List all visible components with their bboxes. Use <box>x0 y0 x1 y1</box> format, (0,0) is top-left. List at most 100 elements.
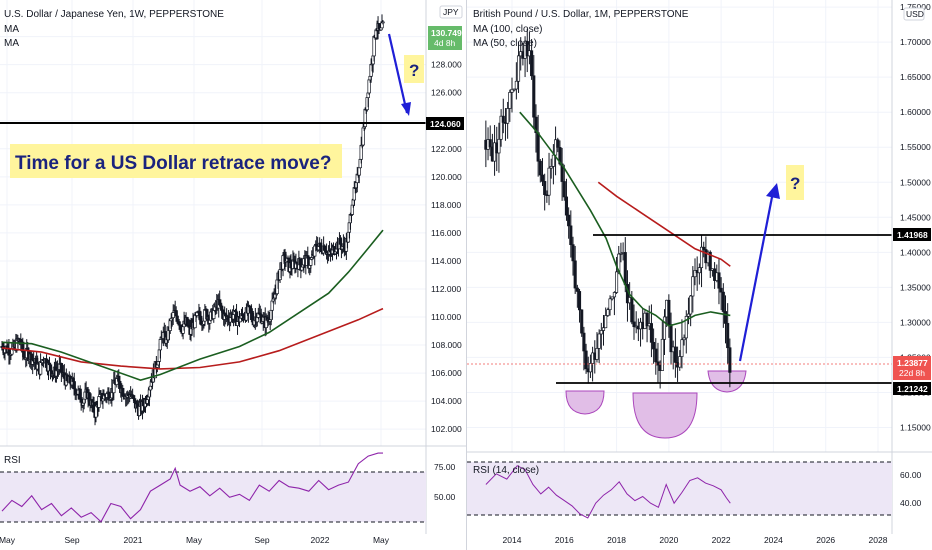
right-candle-body <box>693 270 697 278</box>
right-candle-body <box>673 346 677 363</box>
right-x-tick: 2022 <box>712 535 731 545</box>
right-rsi-tick-60: 60.00 <box>900 470 922 480</box>
right-candle-body <box>689 295 693 315</box>
left-y-tick: 110.000 <box>431 312 461 322</box>
left-chart-title[interactable]: U.S. Dollar / Japanese Yen, 1W, PEPPERST… <box>4 9 224 20</box>
right-candle-body <box>582 332 586 352</box>
right-candle-body <box>660 338 664 371</box>
right-candle-body <box>608 298 612 311</box>
left-candle-body <box>298 258 302 266</box>
left-candle-body <box>158 339 162 351</box>
right-candle-body <box>686 313 691 317</box>
right-candles <box>484 28 732 389</box>
right-candle-body <box>558 147 562 165</box>
right-candle-body <box>667 299 671 325</box>
right-candle-body <box>702 246 706 250</box>
right-candle-body <box>506 108 510 124</box>
right-rsi-band <box>467 462 892 515</box>
right-candle-body <box>615 271 619 293</box>
left-candle-body <box>171 312 175 318</box>
right-candle-body <box>547 167 551 196</box>
left-ma-label-1[interactable]: MA <box>4 24 19 35</box>
right-currency-label: USD <box>906 9 924 19</box>
left-price-pane[interactable] <box>0 0 426 446</box>
right-upper-level-badge <box>893 228 931 241</box>
right-candle-body <box>606 309 610 316</box>
right-up-arrow <box>738 191 775 362</box>
right-price-countdown: 22d 8h <box>899 368 925 378</box>
left-price-value: 130.749 <box>431 28 462 38</box>
left-moving-averages <box>1 229 384 381</box>
right-lower-level-badge <box>893 382 931 395</box>
right-candle-body <box>530 50 534 77</box>
right-candle-body <box>532 75 536 118</box>
right-question-mark: ? <box>790 174 800 193</box>
right-x-tick: 2018 <box>607 535 626 545</box>
right-x-tick: 2028 <box>869 535 888 545</box>
right-panel[interactable]: ? British Pound / U.S. Dollar, 1M, PEPPE… <box>467 0 892 452</box>
right-candle-body <box>564 196 569 216</box>
right-candle-body <box>584 350 588 370</box>
right-candle-body <box>691 276 695 297</box>
right-candle-body <box>499 115 503 140</box>
right-currency-box[interactable] <box>903 7 925 21</box>
right-moving-averages <box>519 111 731 327</box>
right-price-pane[interactable] <box>467 0 892 452</box>
right-candle-body <box>697 267 701 274</box>
left-y-tick: 128.000 <box>431 60 462 70</box>
right-candle-body <box>510 88 514 93</box>
right-ma-label-2[interactable]: MA (50, close) <box>473 38 537 49</box>
left-axis-background[interactable] <box>426 0 466 534</box>
right-candle-body <box>656 361 660 366</box>
right-candle-body <box>508 92 512 109</box>
left-question-highlight <box>404 55 424 83</box>
left-rsi-tick-75: 75.00 <box>434 462 456 472</box>
right-candle-body <box>567 214 571 227</box>
left-panel[interactable]: Time for a US Dollar retrace move? ? U.S… <box>0 0 426 446</box>
right-candle-body <box>680 339 684 357</box>
left-candle-body <box>300 266 304 271</box>
left-y-tick: 102.000 <box>431 424 462 434</box>
right-x-tick-labels: 2014 2016 2018 2020 2022 2024 2026 2028 <box>503 535 888 545</box>
right-candle-body <box>652 341 656 350</box>
right-y-tick: 1.75000 <box>900 2 931 12</box>
right-candle-body <box>512 88 516 91</box>
left-ma-label-2[interactable]: MA <box>4 38 19 49</box>
right-candle-body <box>536 132 540 162</box>
right-price-axis[interactable]: 1.150001.200001.250001.300001.350001.400… <box>891 0 931 534</box>
left-y-tick: 122.000 <box>431 144 462 154</box>
left-down-arrow <box>387 33 409 114</box>
right-rsi-label[interactable]: RSI (14, close) <box>473 465 539 476</box>
left-price-axis[interactable]: 102.000 104.000 106.000 108.000 110.000 112.0… <box>425 0 466 534</box>
right-y-tick: 1.50000 <box>900 177 931 187</box>
right-x-tick: 2014 <box>503 535 522 545</box>
right-ma-line <box>519 111 731 327</box>
right-upper-level-value: 1.41968 <box>897 230 928 240</box>
right-lower-level-value: 1.21242 <box>897 384 928 394</box>
right-y-tick: 1.65000 <box>900 72 931 82</box>
right-candle-body <box>534 116 538 134</box>
right-rsi-pane[interactable]: RSI (14, close) 60.00 40.00 <box>467 451 932 519</box>
right-candle-body <box>601 327 606 331</box>
right-ma-label-1[interactable]: MA (100, close) <box>473 24 542 35</box>
right-y-tick: 1.15000 <box>900 422 931 432</box>
left-rsi-label[interactable]: RSI <box>4 455 21 466</box>
right-chart-title[interactable]: British Pound / U.S. Dollar, 1M, PEPPERS… <box>473 9 689 20</box>
left-currency-label: JPY <box>443 7 459 17</box>
left-y-tick: 108.000 <box>431 340 462 350</box>
right-candle-body <box>645 312 649 327</box>
left-x-tick: Sep <box>254 535 269 545</box>
right-candle-body <box>588 363 592 373</box>
right-candle-body <box>619 252 623 255</box>
left-y-tick: 104.000 <box>431 396 462 406</box>
left-x-tick: 2022 <box>311 535 330 545</box>
right-x-tick: 2026 <box>816 535 835 545</box>
right-candle-body <box>597 333 601 349</box>
right-candle-body <box>630 297 634 323</box>
left-rsi-pane[interactable]: RSI 75.00 50.00 <box>0 445 466 523</box>
left-y-tick: 112.000 <box>431 284 461 294</box>
right-candle-body <box>604 315 608 329</box>
left-currency-box[interactable] <box>439 5 463 19</box>
right-candle-body <box>682 337 686 341</box>
right-candle-body <box>662 316 667 340</box>
